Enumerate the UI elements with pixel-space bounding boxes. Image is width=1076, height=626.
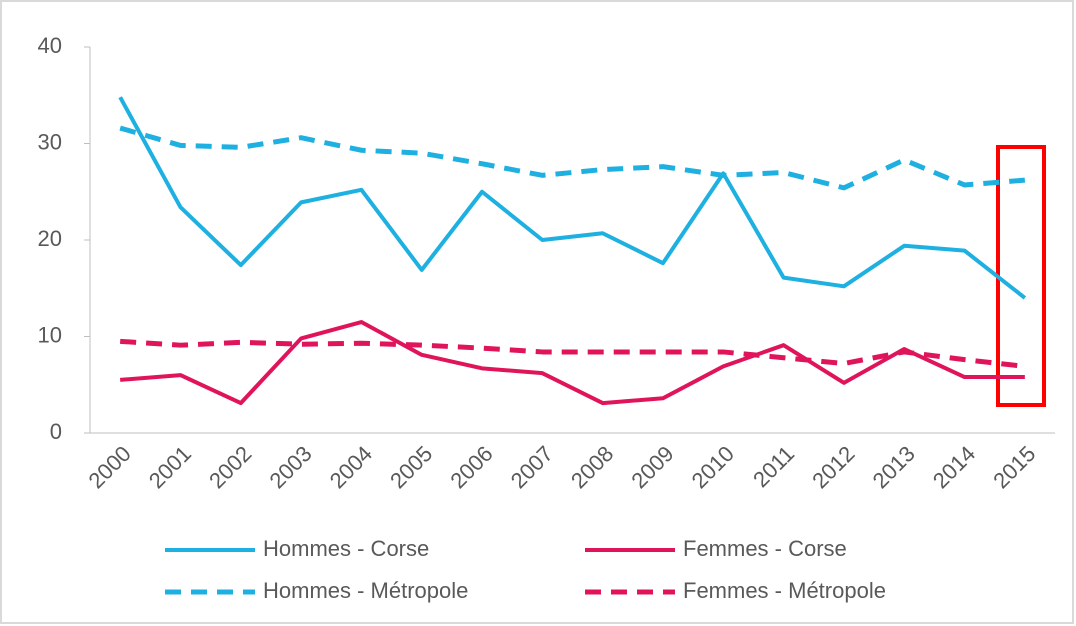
series-line bbox=[119, 125, 1026, 191]
legend-label: Hommes - Métropole bbox=[263, 578, 468, 603]
legend-label: Femmes - Corse bbox=[683, 536, 847, 561]
legend-label: Hommes - Corse bbox=[263, 536, 429, 561]
series-line bbox=[119, 320, 1025, 406]
y-tick-label: 0 bbox=[50, 419, 62, 444]
series-line bbox=[119, 338, 1026, 369]
y-tick-label: 30 bbox=[38, 129, 62, 154]
legend-label: Femmes - Métropole bbox=[683, 578, 886, 603]
y-tick-label: 40 bbox=[38, 33, 62, 58]
series-line bbox=[118, 96, 1027, 300]
y-tick-label: 10 bbox=[38, 322, 62, 347]
y-tick-label: 20 bbox=[38, 226, 62, 251]
